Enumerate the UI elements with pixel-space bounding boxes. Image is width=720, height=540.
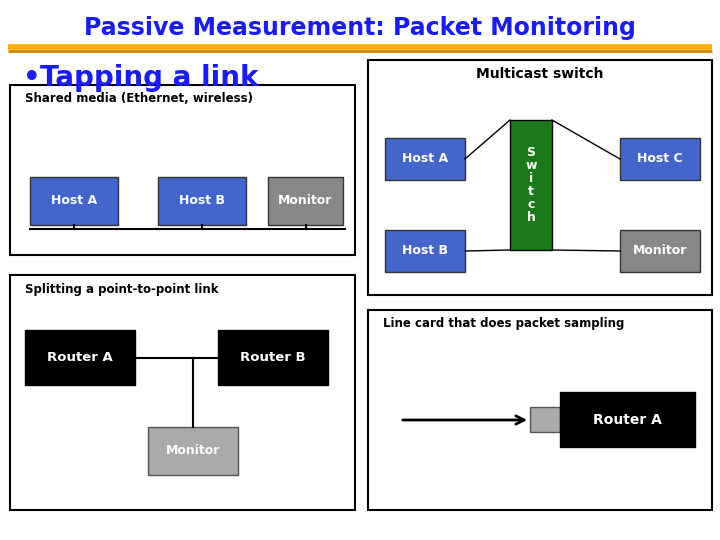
Bar [560,392,695,447]
Bar [148,427,238,475]
Text: Host A: Host A [51,194,97,207]
Bar [30,177,118,225]
Bar [268,177,343,225]
Text: Monitor: Monitor [166,444,220,457]
Bar [10,275,355,510]
Text: Router A: Router A [593,413,662,427]
Text: Line card that does packet sampling: Line card that does packet sampling [383,318,624,330]
Text: Tapping a link: Tapping a link [40,64,258,92]
Bar [530,407,560,432]
Text: Splitting a point-to-point link: Splitting a point-to-point link [25,282,218,295]
Bar [158,177,246,225]
Text: •: • [22,62,42,94]
Text: Host B: Host B [179,194,225,207]
Bar [10,85,355,255]
Bar [368,60,712,295]
Text: Monitor: Monitor [279,194,333,207]
Bar [620,230,700,272]
Bar [510,120,552,250]
Text: Router B: Router B [240,351,306,364]
Bar [385,138,465,180]
Bar [620,138,700,180]
Text: Host C: Host C [637,152,683,165]
Text: Multicast switch: Multicast switch [476,67,604,81]
Text: Monitor: Monitor [633,245,687,258]
Text: Host B: Host B [402,245,448,258]
Text: Shared media (Ethernet, wireless): Shared media (Ethernet, wireless) [25,91,253,105]
Bar [25,330,135,385]
Bar [385,230,465,272]
Text: Passive Measurement: Packet Monitoring: Passive Measurement: Packet Monitoring [84,16,636,40]
Text: S
w
i
t
c
h: S w i t c h [526,146,536,224]
Text: Router A: Router A [47,351,113,364]
Bar [218,330,328,385]
Bar [368,310,712,510]
Text: Host A: Host A [402,152,448,165]
